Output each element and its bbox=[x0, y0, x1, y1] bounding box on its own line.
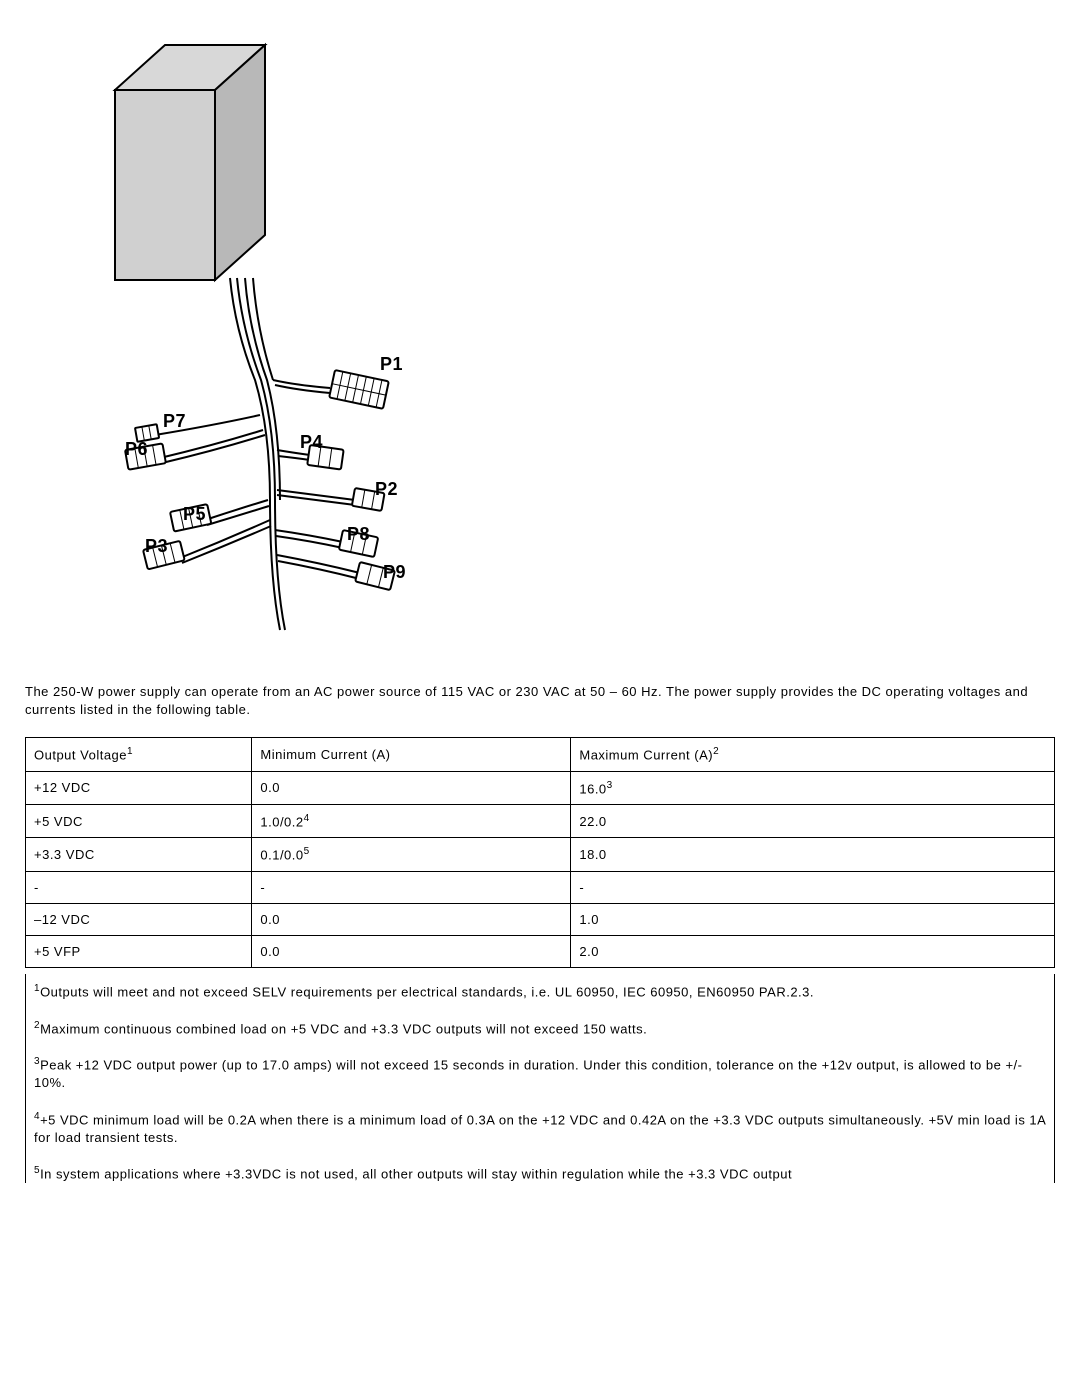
p8-connector: P8 bbox=[275, 524, 378, 557]
cell-voltage: +5 VFP bbox=[26, 935, 252, 967]
col-min-current: Minimum Current (A) bbox=[252, 738, 571, 771]
cell-voltage: –12 VDC bbox=[26, 903, 252, 935]
cell-voltage: - bbox=[26, 871, 252, 903]
psu-cable-diagram: P1 P7 P6 bbox=[85, 30, 415, 650]
footnote-3: 3Peak +12 VDC output power (up to 17.0 a… bbox=[34, 1055, 1046, 1091]
table-row: +5 VDC 1.0/0.24 22.0 bbox=[26, 805, 1055, 838]
p8-label: P8 bbox=[347, 524, 370, 544]
cell-voltage: +3.3 VDC bbox=[26, 838, 252, 871]
p9-connector: P9 bbox=[277, 555, 406, 590]
psu-box bbox=[115, 45, 265, 280]
p2-label: P2 bbox=[375, 479, 398, 499]
footnote-1: 1Outputs will meet and not exceed SELV r… bbox=[34, 982, 1046, 1001]
p1-label: P1 bbox=[380, 354, 403, 374]
cell-max: 16.03 bbox=[571, 771, 1055, 804]
cell-voltage: +12 VDC bbox=[26, 771, 252, 804]
col-output-voltage: Output Voltage1 bbox=[26, 738, 252, 771]
p1-connector: P1 bbox=[273, 354, 403, 409]
psu-description: The 250-W power supply can operate from … bbox=[25, 683, 1055, 719]
table-row: +3.3 VDC 0.1/0.05 18.0 bbox=[26, 838, 1055, 871]
cell-min: 0.1/0.05 bbox=[252, 838, 571, 871]
p6-label: P6 bbox=[125, 439, 148, 459]
cell-min: 0.0 bbox=[252, 903, 571, 935]
cell-min: 1.0/0.24 bbox=[252, 805, 571, 838]
table-row: - - - bbox=[26, 871, 1055, 903]
p5-label: P5 bbox=[183, 504, 206, 524]
cell-voltage: +5 VDC bbox=[26, 805, 252, 838]
p2-connector: P2 bbox=[277, 479, 398, 511]
power-supply-diagram: P1 P7 P6 bbox=[85, 30, 1055, 653]
cell-min: 0.0 bbox=[252, 771, 571, 804]
cell-max: 2.0 bbox=[571, 935, 1055, 967]
cell-max: 1.0 bbox=[571, 903, 1055, 935]
cell-min: - bbox=[252, 871, 571, 903]
table-header-row: Output Voltage1 Minimum Current (A) Maxi… bbox=[26, 738, 1055, 771]
cell-max: 22.0 bbox=[571, 805, 1055, 838]
cable-bundle bbox=[230, 278, 285, 630]
p9-label: P9 bbox=[383, 562, 406, 582]
table-row: +5 VFP 0.0 2.0 bbox=[26, 935, 1055, 967]
table-row: –12 VDC 0.0 1.0 bbox=[26, 903, 1055, 935]
cell-max: 18.0 bbox=[571, 838, 1055, 871]
p4-connector: P4 bbox=[277, 432, 344, 470]
cell-max: - bbox=[571, 871, 1055, 903]
p3-connector: P3 bbox=[143, 520, 271, 569]
voltage-current-table: Output Voltage1 Minimum Current (A) Maxi… bbox=[25, 737, 1055, 967]
cell-min: 0.0 bbox=[252, 935, 571, 967]
footnote-5: 5In system applications where +3.3VDC is… bbox=[34, 1164, 1046, 1183]
footnote-4: 4+5 VDC minimum load will be 0.2A when t… bbox=[34, 1110, 1046, 1146]
col-max-current: Maximum Current (A)2 bbox=[571, 738, 1055, 771]
p3-label: P3 bbox=[145, 536, 168, 556]
footnote-2: 2Maximum continuous combined load on +5 … bbox=[34, 1019, 1046, 1038]
p4-label: P4 bbox=[300, 432, 323, 452]
p7-label: P7 bbox=[163, 411, 186, 431]
table-row: +12 VDC 0.0 16.03 bbox=[26, 771, 1055, 804]
footnotes-section: 1Outputs will meet and not exceed SELV r… bbox=[25, 974, 1055, 1183]
